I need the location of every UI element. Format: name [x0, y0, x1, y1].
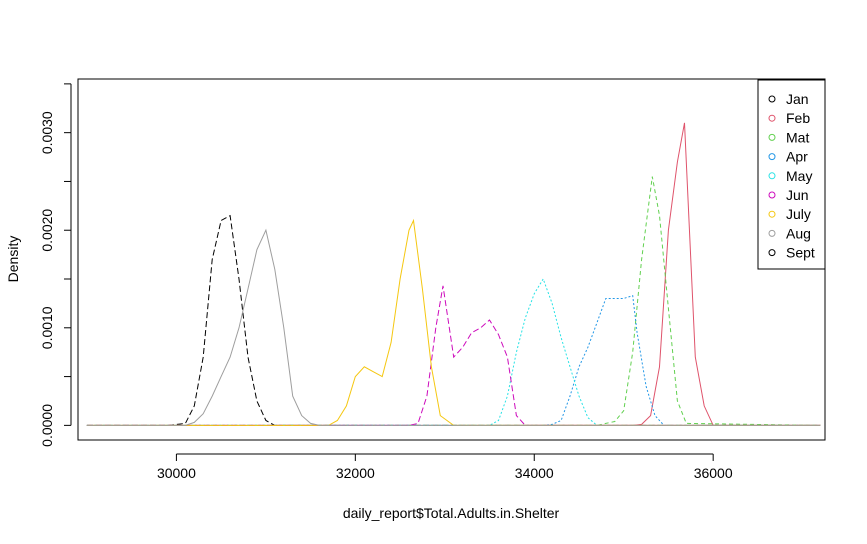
legend-label-sept: Sept: [786, 245, 815, 261]
legend-marker-jun: [768, 191, 776, 199]
legend-marker-apr: [768, 153, 776, 161]
legend-marker-may: [768, 172, 776, 180]
y-tick-label: 0.0030: [39, 111, 55, 154]
legend-label-feb: Feb: [786, 110, 810, 126]
legend-marker-feb: [768, 114, 776, 122]
x-axis-title: daily_report$Total.Adults.in.Shelter: [343, 505, 560, 521]
legend-label-may: May: [786, 168, 812, 184]
legend-marker-mat: [768, 133, 776, 141]
legend-label-jan: Jan: [786, 91, 809, 107]
legend-marker-july: [768, 210, 776, 218]
x-tick-label: 32000: [336, 465, 375, 481]
series-layer: [86, 122, 821, 426]
y-axis-title: Density: [5, 236, 21, 283]
x-tick-label: 36000: [694, 465, 733, 481]
y-tick-label: 0.0000: [39, 404, 55, 447]
series-line-jan: [86, 214, 821, 426]
legend-label-aug: Aug: [786, 225, 811, 241]
legend: Jan Feb Mat Apr May Jun July Aug Sept: [757, 79, 826, 270]
legend-marker-jan: [768, 95, 776, 103]
legend-marker-aug: [768, 229, 776, 237]
x-tick-label: 30000: [157, 465, 196, 481]
x-axis: 30000 32000 34000 36000: [157, 453, 733, 481]
legend-label-july: July: [786, 206, 811, 222]
series-line-may: [86, 277, 821, 426]
legend-marker-sept: [768, 249, 776, 257]
series-line-aug: [86, 228, 821, 426]
y-tick-label: 0.0020: [39, 209, 55, 252]
y-axis: 0.0000 0.0010 0.0020 0.0030: [39, 83, 72, 447]
legend-label-mat: Mat: [786, 129, 809, 145]
legend-label-jun: Jun: [786, 187, 809, 203]
plot-box: [77, 78, 826, 441]
series-line-mat: [86, 176, 821, 426]
series-line-july: [86, 218, 821, 426]
series-line-jun: [86, 285, 821, 426]
y-tick-label: 0.0010: [39, 306, 55, 349]
series-line-apr: [86, 294, 821, 426]
x-tick-label: 34000: [515, 465, 554, 481]
series-line-feb: [86, 122, 821, 426]
legend-label-apr: Apr: [786, 149, 808, 165]
